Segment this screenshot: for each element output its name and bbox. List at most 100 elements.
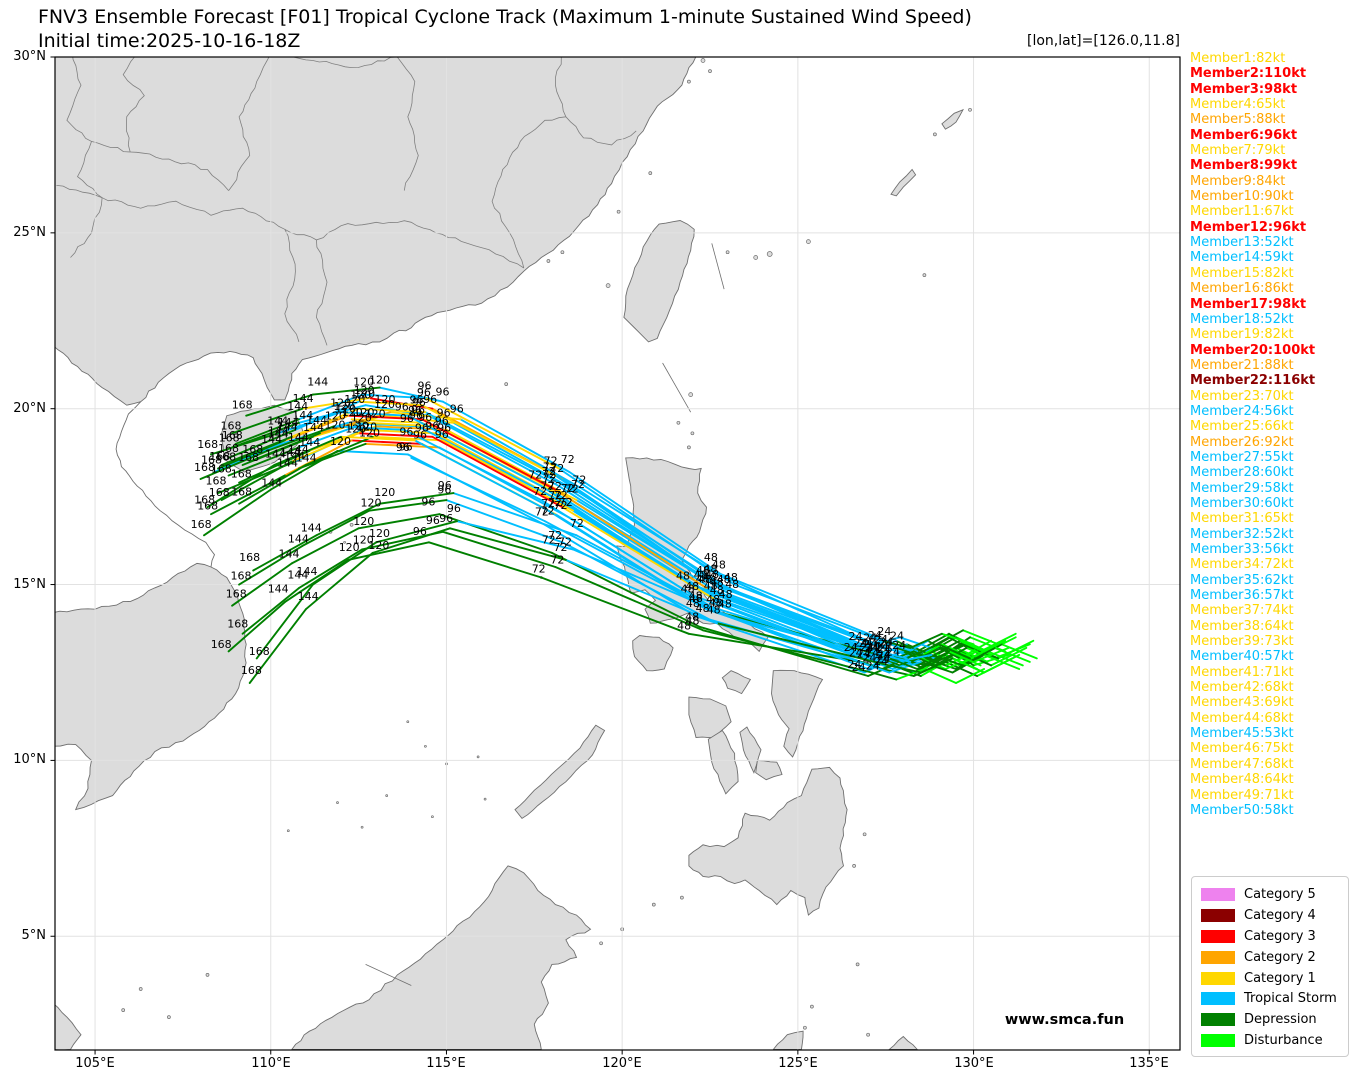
member-intensity-item[interactable]: Member43:69kt	[1190, 695, 1294, 711]
ensemble-track-segment[interactable]	[990, 646, 1028, 667]
ensemble-track-segment[interactable]	[554, 488, 708, 590]
ensemble-track-segment[interactable]	[452, 492, 578, 537]
ensemble-track-segment[interactable]	[203, 488, 272, 537]
ensemble-track-segment[interactable]	[413, 439, 550, 512]
ensemble-track-segment[interactable]	[357, 400, 423, 407]
ensemble-track-segment[interactable]	[888, 664, 922, 674]
ensemble-track-segment[interactable]	[874, 636, 901, 646]
ensemble-track-segment[interactable]	[210, 432, 279, 456]
member-intensity-item[interactable]: Member44:68kt	[1190, 710, 1294, 726]
member-intensity-item[interactable]: Member10:90kt	[1190, 189, 1294, 205]
ensemble-track-segment[interactable]	[459, 418, 585, 491]
ensemble-track-segment[interactable]	[441, 400, 571, 473]
ensemble-track-segment[interactable]	[297, 393, 364, 421]
ensemble-track-segment[interactable]	[273, 435, 342, 466]
ensemble-track-segment[interactable]	[895, 653, 933, 663]
ensemble-track-segment[interactable]	[333, 425, 406, 431]
ensemble-track-segment[interactable]	[923, 668, 957, 684]
ensemble-track-segment[interactable]	[564, 558, 718, 625]
member-intensity-item[interactable]: Member41:71kt	[1190, 664, 1294, 680]
ensemble-track-segment[interactable]	[357, 513, 441, 530]
ensemble-track-segment[interactable]	[916, 650, 950, 670]
ensemble-track-segment[interactable]	[378, 386, 444, 403]
ensemble-track-segment[interactable]	[554, 566, 704, 632]
ensemble-track-segment[interactable]	[266, 425, 335, 452]
ensemble-track-segment[interactable]	[252, 534, 318, 572]
ensemble-track-segment[interactable]	[557, 467, 711, 572]
member-intensity-item[interactable]: Member26:92kt	[1190, 434, 1294, 450]
member-intensity-item[interactable]: Member12:96kt	[1190, 219, 1307, 235]
ensemble-track-segment[interactable]	[304, 435, 374, 466]
track-map[interactable]: 2448729612014416824487296120144168244872…	[50, 52, 1186, 1060]
ensemble-track-segment[interactable]	[937, 643, 971, 660]
ensemble-track-segment[interactable]	[895, 668, 926, 681]
ensemble-track-segment[interactable]	[238, 544, 304, 586]
ensemble-track-segment[interactable]	[698, 604, 870, 670]
ensemble-track-segment[interactable]	[951, 653, 986, 674]
ensemble-track-segment[interactable]	[238, 464, 307, 505]
ensemble-track-segment[interactable]	[449, 527, 567, 561]
ensemble-track-segment[interactable]	[276, 411, 342, 435]
ensemble-track-segment[interactable]	[719, 611, 894, 660]
ensemble-track-segment[interactable]	[420, 418, 557, 491]
ensemble-track-segment[interactable]	[368, 499, 448, 512]
ensemble-track-segment[interactable]	[888, 657, 919, 670]
member-intensity-item[interactable]: Member7:79kt	[1190, 143, 1286, 159]
member-intensity-item[interactable]: Member2:110kt	[1190, 66, 1307, 82]
ensemble-track-segment[interactable]	[227, 601, 286, 653]
member-intensity-item[interactable]: Member3:98kt	[1190, 81, 1298, 97]
member-intensity-item[interactable]: Member14:59kt	[1190, 250, 1294, 266]
ensemble-track-segment[interactable]	[919, 657, 954, 674]
member-intensity-item[interactable]: Member49:71kt	[1190, 787, 1294, 803]
ensemble-track-segment[interactable]	[347, 541, 430, 561]
ensemble-track-segment[interactable]	[540, 499, 694, 597]
ensemble-track-segment[interactable]	[315, 502, 381, 537]
ensemble-track-segment[interactable]	[716, 622, 891, 667]
ensemble-track-segment[interactable]	[431, 435, 564, 509]
member-intensity-item[interactable]: Member30:60kt	[1190, 495, 1294, 511]
ensemble-track-segment[interactable]	[231, 562, 293, 607]
ensemble-track-segment[interactable]	[361, 428, 437, 435]
ensemble-track-segment[interactable]	[888, 660, 922, 674]
ensemble-track-segment[interactable]	[568, 471, 722, 575]
member-intensity-item[interactable]: Member17:98kt	[1190, 296, 1307, 312]
member-intensity-item[interactable]: Member8:99kt	[1190, 158, 1298, 174]
ensemble-track-segment[interactable]	[540, 485, 694, 586]
member-intensity-item[interactable]: Member22:116kt	[1190, 373, 1316, 389]
member-intensity-item[interactable]: Member40:57kt	[1190, 649, 1294, 665]
member-intensity-item[interactable]: Member34:72kt	[1190, 557, 1294, 573]
ensemble-track-segment[interactable]	[881, 639, 912, 649]
ensemble-track-segment[interactable]	[375, 520, 458, 544]
member-intensity-item[interactable]: Member31:65kt	[1190, 511, 1294, 527]
member-intensity-item[interactable]: Member50:58kt	[1190, 802, 1294, 818]
member-intensity-item[interactable]: Member4:65kt	[1190, 97, 1286, 113]
member-intensity-item[interactable]: Member29:58kt	[1190, 480, 1294, 496]
ensemble-track-segment[interactable]	[983, 653, 1021, 674]
member-intensity-item[interactable]: Member32:52kt	[1190, 526, 1294, 542]
ensemble-track-segment[interactable]	[452, 421, 581, 495]
member-intensity-item[interactable]: Member36:57kt	[1190, 588, 1294, 604]
ensemble-track-segment[interactable]	[301, 397, 371, 410]
ensemble-track-segment[interactable]	[733, 583, 901, 649]
ensemble-track-segment[interactable]	[445, 499, 564, 544]
ensemble-track-segment[interactable]	[540, 576, 690, 635]
ensemble-track-segment[interactable]	[220, 460, 293, 502]
ensemble-track-segment[interactable]	[234, 418, 300, 445]
ensemble-track-segment[interactable]	[962, 646, 996, 667]
member-intensity-item[interactable]: Member37:74kt	[1190, 603, 1294, 619]
ensemble-track-segment[interactable]	[210, 474, 286, 516]
ensemble-track-segment[interactable]	[308, 425, 378, 452]
ensemble-track-segment[interactable]	[403, 428, 543, 502]
member-intensity-item[interactable]: Member24:56kt	[1190, 403, 1294, 419]
ensemble-track-segment[interactable]	[213, 442, 283, 473]
ensemble-track-segment[interactable]	[319, 411, 392, 435]
ensemble-track-segment[interactable]	[340, 411, 409, 417]
ensemble-track-segment[interactable]	[719, 573, 887, 642]
ensemble-track-segment[interactable]	[969, 639, 1007, 660]
member-intensity-item[interactable]: Member13:52kt	[1190, 235, 1294, 251]
ensemble-track-segment[interactable]	[916, 632, 950, 653]
member-intensity-item[interactable]: Member46:75kt	[1190, 741, 1294, 757]
ensemble-track-segment[interactable]	[909, 646, 943, 663]
ensemble-track-segment[interactable]	[944, 660, 979, 677]
ensemble-track-segment[interactable]	[909, 632, 943, 649]
